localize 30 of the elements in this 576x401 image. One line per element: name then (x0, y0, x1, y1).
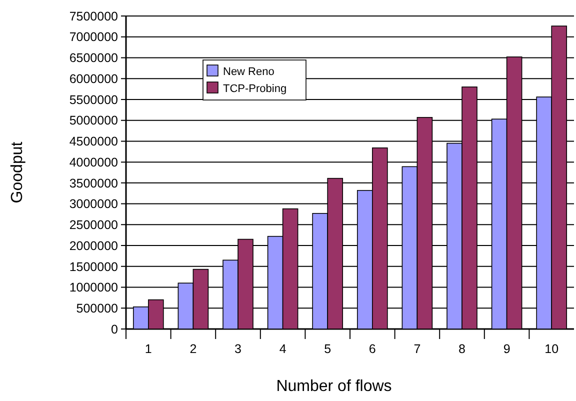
legend-label: TCP-Probing (223, 83, 287, 95)
y-axis-title: Goodput (9, 141, 26, 204)
y-tick-label: 4000000 (69, 155, 118, 170)
y-tick-label: 500000 (76, 302, 118, 316)
x-tick-label: 10 (544, 342, 559, 356)
x-tick-label: 3 (234, 342, 242, 356)
y-tick-label: 6000000 (69, 72, 118, 86)
y-tick-label: 2000000 (69, 238, 118, 253)
x-tick-label: 9 (503, 342, 510, 356)
x-tick-label: 2 (190, 342, 197, 356)
y-tick-label: 1500000 (69, 260, 118, 274)
legend-label: New Reno (223, 66, 274, 78)
y-tick-label: 4500000 (69, 134, 118, 149)
y-tick-label: 3000000 (69, 197, 118, 212)
x-tick-label: 1 (144, 342, 152, 356)
x-tick-label: 8 (458, 342, 466, 356)
x-axis-title: Number of flows (276, 378, 392, 395)
x-tick-label: 6 (368, 342, 376, 356)
y-tick-label: 1000000 (69, 280, 118, 295)
y-tick-label: 6500000 (69, 51, 118, 66)
y-tick-label: 5500000 (69, 92, 118, 107)
y-tick-label: 7000000 (69, 30, 118, 44)
x-tick-label: 4 (279, 342, 286, 356)
y-tick-label: 7500000 (69, 9, 118, 24)
y-tick-label: 3500000 (69, 176, 118, 190)
y-tick-label: 5000000 (69, 114, 118, 128)
x-tick-label: 5 (324, 342, 332, 356)
y-tick-label: 0 (111, 322, 118, 336)
x-tick-label: 7 (414, 342, 421, 356)
y-tick-label: 2500000 (69, 218, 118, 232)
